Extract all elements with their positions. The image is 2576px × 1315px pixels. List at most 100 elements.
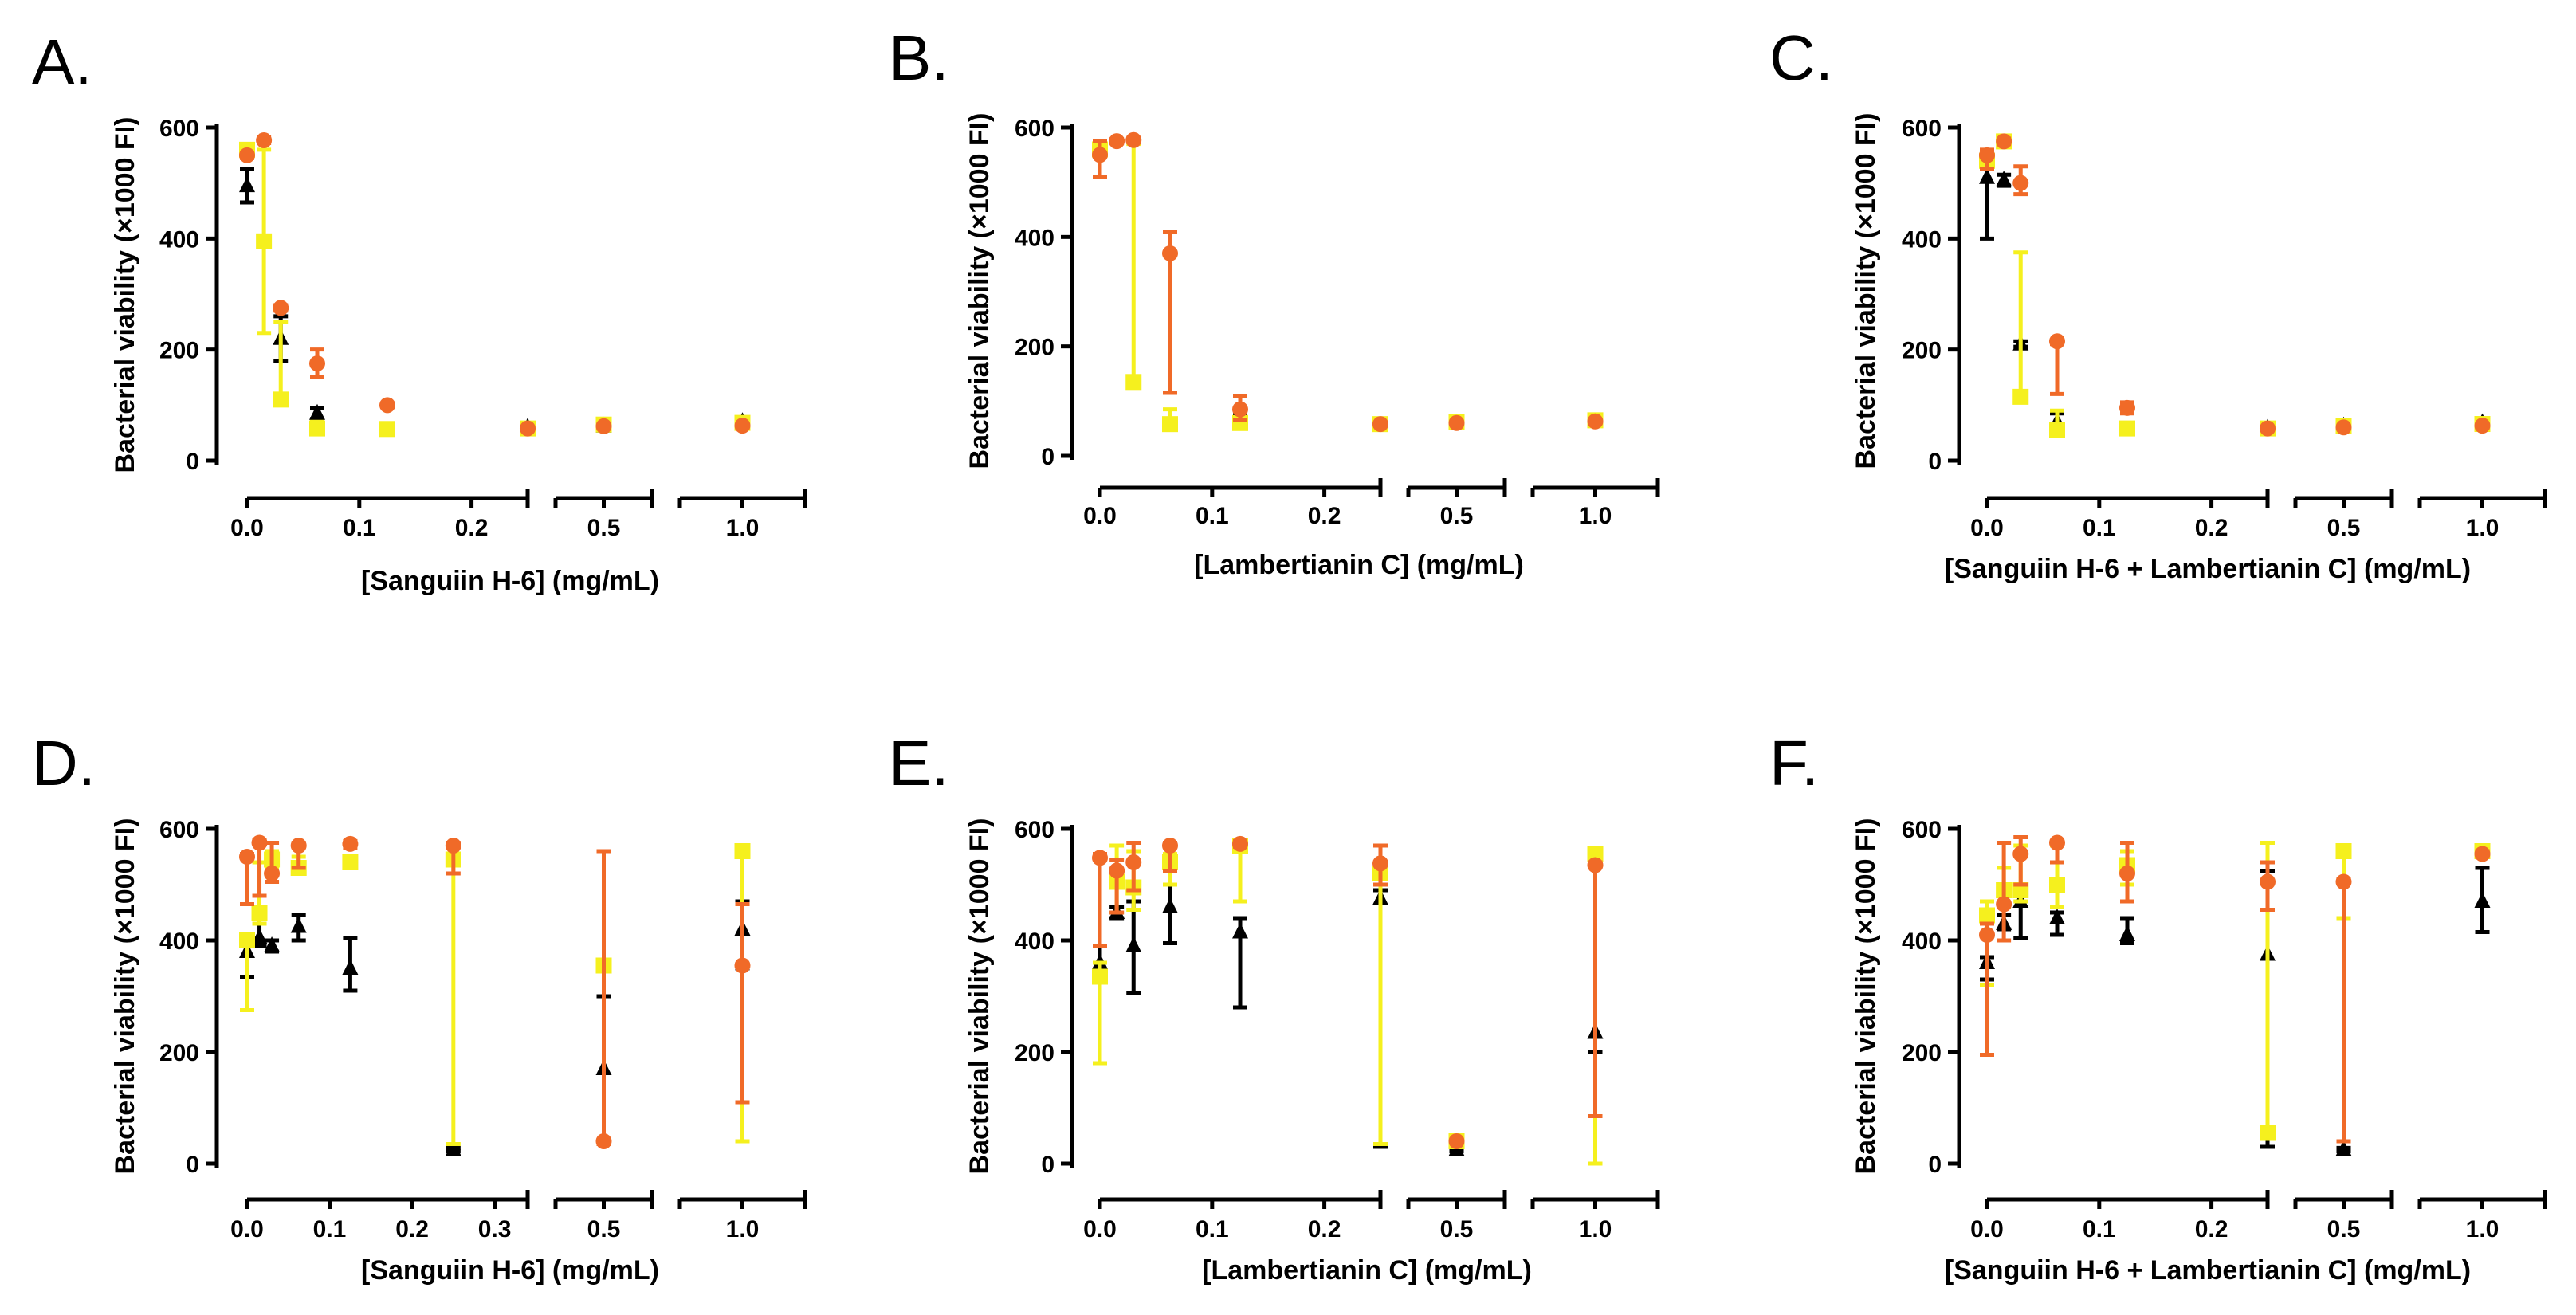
data-point-circle xyxy=(1092,850,1108,866)
x-tick-label: 0.2 xyxy=(2195,515,2228,541)
data-point-square xyxy=(2049,422,2065,438)
x-tick-label: 1.0 xyxy=(726,515,760,541)
panel-a-ylabel: Bacterial viability (×1000 FI) xyxy=(110,117,140,473)
data-point-square xyxy=(1125,374,1142,391)
data-point-triangle xyxy=(2474,892,2491,908)
panel-a-xlabel: [Sanguiin H-6] (mg/mL) xyxy=(361,566,659,596)
y-tick-label: 0 xyxy=(186,1152,199,1178)
y-tick-label: 400 xyxy=(1015,225,1054,251)
panel-c: C. 0 200 400 600 0.0 0.1 0.2 0.5 1.0 [Sanguiin H… xyxy=(1769,22,2547,584)
data-point-circle xyxy=(2049,834,2065,851)
panel-f-letter: F. xyxy=(1769,728,1819,799)
data-point-circle xyxy=(445,838,461,854)
data-point-circle xyxy=(309,355,325,372)
panel-a: A. 0 200 400 600 0.0 0.1 0.2 0.5 1.0 [Sanguiin H… xyxy=(32,26,807,596)
y-tick-label: 0 xyxy=(1928,449,1942,475)
data-point-circle xyxy=(595,418,612,434)
y-tick-label: 200 xyxy=(1015,335,1054,361)
panel-f-axes: 0 200 400 600 0.0 0.1 0.2 0.5 1.0 xyxy=(1902,817,2547,1242)
data-point-triangle xyxy=(342,959,359,975)
data-point-square xyxy=(1979,907,1995,924)
x-tick-label: 0.0 xyxy=(230,515,264,541)
y-tick-label: 400 xyxy=(159,226,199,253)
y-tick-label: 400 xyxy=(1015,928,1054,955)
data-point-triangle xyxy=(264,936,281,952)
panel-b-ylabel: Bacterial viability (×1000 FI) xyxy=(964,113,995,469)
panel-e-ylabel: Bacterial viability (×1000 FI) xyxy=(964,818,995,1175)
x-tick-label: 0.1 xyxy=(1196,1216,1229,1242)
data-point-square xyxy=(1587,846,1604,862)
x-tick-label: 0.5 xyxy=(1440,1216,1474,1242)
data-point-circle xyxy=(734,957,751,974)
data-point-circle xyxy=(1979,927,1995,943)
data-point-circle xyxy=(256,132,273,149)
data-point-triangle xyxy=(1125,936,1142,952)
data-point-circle xyxy=(273,300,289,316)
data-point-square xyxy=(379,421,395,438)
data-point-triangle xyxy=(2335,1140,2352,1156)
panel-e-letter: E. xyxy=(889,728,949,799)
x-tick-label: 0.2 xyxy=(395,1216,429,1242)
data-point-circle xyxy=(1996,896,2012,913)
x-tick-label: 0.0 xyxy=(1970,515,2004,541)
y-tick-label: 0 xyxy=(1928,1152,1942,1178)
x-tick-label: 0.0 xyxy=(1970,1216,2004,1242)
data-point-square xyxy=(2049,877,2065,893)
data-point-circle xyxy=(1092,147,1108,163)
panel-d-letter: D. xyxy=(32,728,96,799)
x-tick-label: 0.1 xyxy=(1196,503,1229,529)
panel-e: E. 0 200 400 600 0.0 0.1 0.2 0.5 1.0 [Lambertian… xyxy=(889,728,1660,1286)
panel-d: D. 0 200 400 600 0.0 0.1 0.2 0.3 0.5 1.0 [Sanguii… xyxy=(32,728,807,1286)
data-point-square xyxy=(1092,968,1108,985)
data-point-triangle xyxy=(239,176,255,193)
data-point-triangle xyxy=(290,917,307,933)
data-point-square xyxy=(2260,1125,2276,1141)
data-point-circle xyxy=(1109,133,1125,150)
panel-f-ylabel: Bacterial viability (×1000 FI) xyxy=(1851,818,1881,1175)
data-point-circle xyxy=(342,835,359,852)
data-point-square xyxy=(239,932,255,948)
x-tick-label: 0.1 xyxy=(2083,1216,2116,1242)
panel-d-xlabel: [Sanguiin H-6] (mg/mL) xyxy=(361,1255,659,1286)
data-point-circle xyxy=(1232,835,1248,852)
panel-c-letter: C. xyxy=(1769,22,1833,93)
data-point-circle xyxy=(520,420,536,437)
panel-d-axes: 0 200 400 600 0.0 0.1 0.2 0.3 0.5 1.0 xyxy=(159,817,807,1242)
data-point-triangle xyxy=(309,403,325,420)
data-point-triangle xyxy=(1162,897,1178,913)
data-point-square xyxy=(1162,416,1178,433)
data-point-circle xyxy=(251,834,268,851)
panel-c-axes: 0 200 400 600 0.0 0.1 0.2 0.5 1.0 xyxy=(1902,116,2547,541)
y-tick-label: 400 xyxy=(1902,928,1942,955)
data-point-circle xyxy=(1587,857,1604,873)
data-point-circle xyxy=(1162,838,1178,854)
panel-a-axes: 0 200 400 600 0.0 0.1 0.2 0.5 1.0 xyxy=(159,116,807,541)
y-tick-label: 600 xyxy=(1902,116,1942,142)
x-tick-label: 0.5 xyxy=(587,515,621,541)
x-tick-label: 0.2 xyxy=(2195,1216,2228,1242)
data-point-circle xyxy=(1372,416,1388,433)
panel-b-xlabel: [Lambertianin C] (mg/mL) xyxy=(1194,550,1524,580)
panel-b-axes: 0 200 400 600 0.0 0.1 0.2 0.5 1.0 xyxy=(1015,116,1660,529)
data-point-circle xyxy=(2012,846,2029,862)
x-tick-label: 1.0 xyxy=(1579,503,1612,529)
x-tick-label: 0.0 xyxy=(230,1216,264,1242)
data-point-circle xyxy=(734,418,751,434)
data-point-square xyxy=(342,854,359,870)
y-tick-label: 0 xyxy=(186,449,199,475)
data-point-circle xyxy=(2335,419,2352,436)
data-point-square xyxy=(2012,388,2029,405)
data-point-square xyxy=(2335,843,2352,859)
x-tick-label: 1.0 xyxy=(2466,1216,2499,1242)
x-tick-label: 0.5 xyxy=(587,1216,621,1242)
data-point-circle xyxy=(2012,175,2029,191)
panel-b-letter: B. xyxy=(889,22,949,93)
data-point-square xyxy=(273,391,289,408)
y-tick-label: 200 xyxy=(159,338,199,364)
data-point-square xyxy=(734,843,751,859)
panel-e-axes: 0 200 400 600 0.0 0.1 0.2 0.5 1.0 xyxy=(1015,817,1660,1242)
x-tick-label: 0.5 xyxy=(2327,1216,2361,1242)
data-point-circle xyxy=(1125,132,1142,148)
data-point-circle xyxy=(2260,420,2276,437)
